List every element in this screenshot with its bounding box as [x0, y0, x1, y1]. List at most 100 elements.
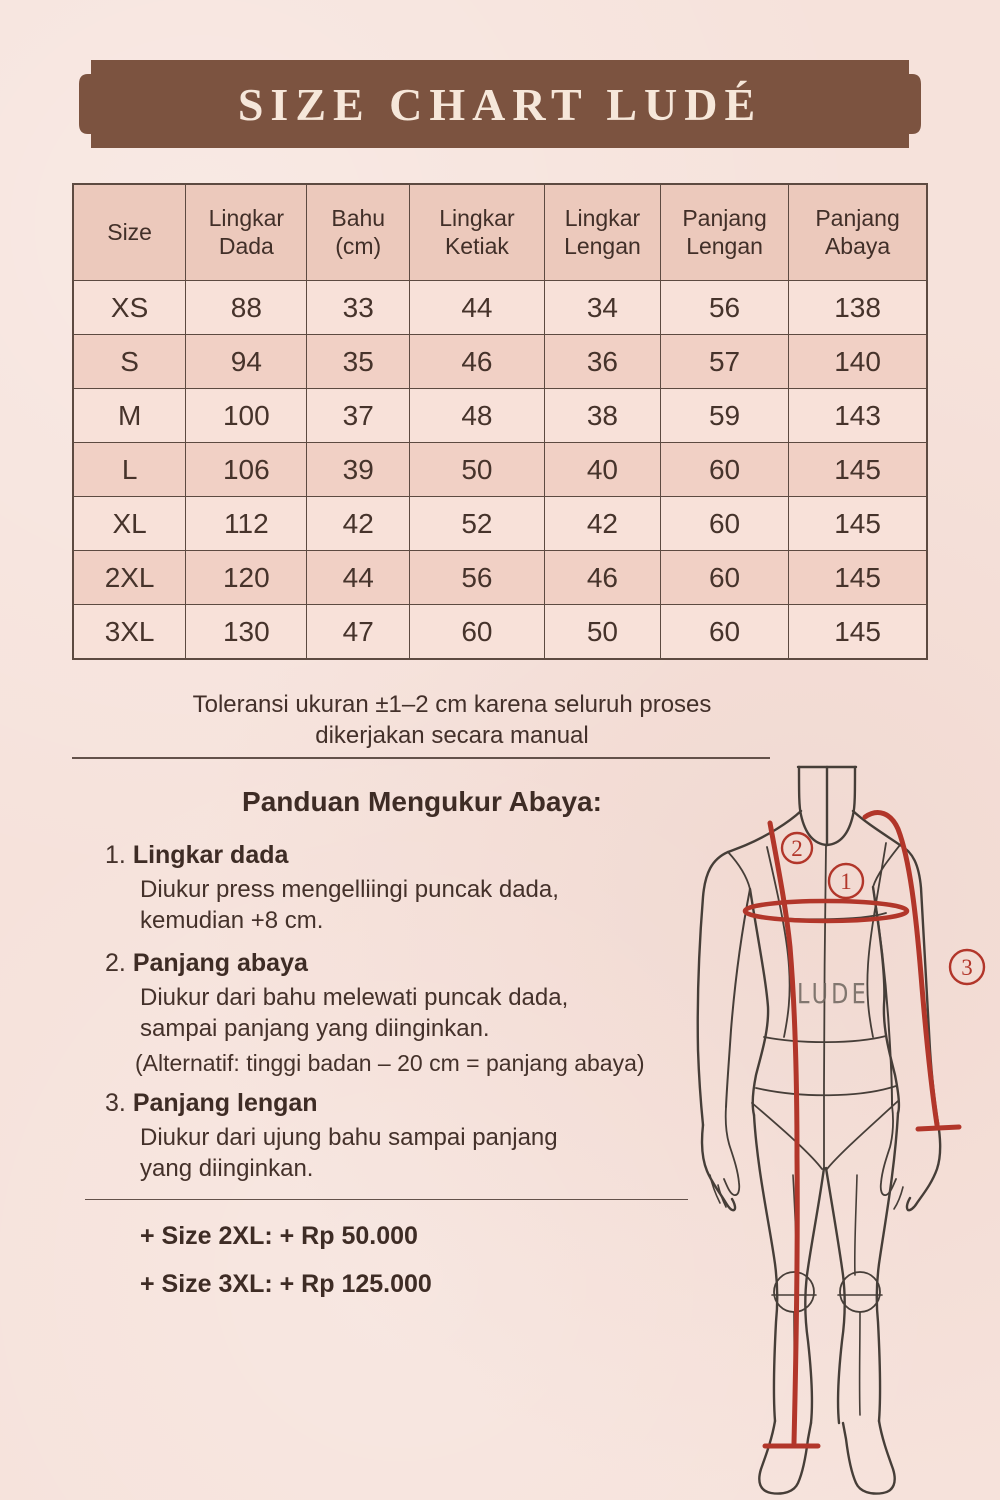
cell: L — [72, 442, 187, 497]
tolerance-line-1: Toleransi ukuran ±1–2 cm karena seluruh … — [192, 691, 712, 718]
table-header-row: Size Lingkar Dada Bahu (cm) Lingkar Keti… — [72, 183, 928, 281]
table-row-xl: XL 112 42 52 42 60 145 — [72, 496, 928, 551]
body-croquis-illustration: LUDE 2 1 3 — [696, 765, 986, 1495]
item-body: Diukur press mengelliingi puncak dada, k… — [140, 874, 685, 936]
surcharge-2xl: + Size 2XL: + Rp 50.000 — [140, 1222, 418, 1250]
col-header-panjang-lengan: Panjang Lengan — [660, 183, 790, 281]
cell: 100 — [185, 388, 308, 443]
cell: 50 — [408, 442, 545, 497]
cell: 56 — [660, 280, 790, 335]
page-title: SIZE CHART LUDÉ — [237, 78, 763, 130]
label-circle-3 — [948, 948, 986, 986]
cell: 42 — [543, 496, 662, 551]
measurement-lines — [742, 810, 986, 1449]
col-header-size: Size — [72, 183, 187, 281]
cell: 140 — [788, 334, 928, 389]
tolerance-line-2: dikerjakan secara manual — [315, 722, 589, 749]
cell: 44 — [408, 280, 545, 335]
cell: 39 — [306, 442, 410, 497]
item-title: Panjang abaya — [132, 949, 308, 977]
item-note: (Alternatif: tinggi badan – 20 cm = panj… — [135, 1050, 645, 1076]
chest-circumference-line — [742, 898, 910, 924]
divider-bottom — [85, 1199, 688, 1200]
guide-item-head: 1. Lingkar dada — [105, 841, 685, 870]
body-line: Diukur dari ujung bahu sampai panjang — [140, 1124, 558, 1151]
cell: 60 — [660, 604, 790, 660]
cell: 145 — [788, 550, 928, 605]
item-body: Diukur dari bahu melewati puncak dada, s… — [140, 982, 685, 1044]
item-number: 1. — [105, 841, 126, 869]
guide-item-panjang-lengan: 3. Panjang lengan Diukur dari ujung bahu… — [105, 1089, 685, 1184]
table-row-m: M 100 37 48 38 59 143 — [72, 388, 928, 443]
banner-plaque-shape — [79, 60, 921, 148]
cell: 44 — [306, 550, 410, 605]
table-row-2xl: 2XL 120 44 56 46 60 145 — [72, 550, 928, 605]
body-line: Diukur dari bahu melewati puncak dada, — [140, 984, 569, 1011]
guide-item-lingkar-dada: 1. Lingkar dada Diukur press mengelliing… — [105, 841, 685, 936]
item-number: 3. — [105, 1089, 126, 1117]
surcharge-3xl: + Size 3XL: + Rp 125.000 — [140, 1270, 432, 1298]
col-header-panjang-abaya: Panjang Abaya — [788, 183, 928, 281]
cell: 145 — [788, 604, 928, 660]
title-banner — [78, 58, 922, 150]
cell: 52 — [408, 496, 545, 551]
cell: 59 — [660, 388, 790, 443]
cell: 106 — [185, 442, 308, 497]
label-2: 2 — [791, 836, 803, 861]
cell: 34 — [543, 280, 662, 335]
col-header-lingkar-lengan: Lingkar Lengan — [543, 183, 662, 281]
cell: 3XL — [72, 604, 187, 660]
cell: 94 — [185, 334, 308, 389]
col-header-lingkar-dada: Lingkar Dada — [185, 183, 308, 281]
body-line: sampai panjang yang diinginkan. — [140, 1015, 490, 1042]
item-title: Panjang lengan — [132, 1089, 318, 1117]
cell: 46 — [543, 550, 662, 605]
measurement-figure: LUDE 2 1 3 — [660, 755, 1000, 1500]
cell: 88 — [185, 280, 308, 335]
guide-item-head: 2. Panjang abaya — [105, 949, 685, 978]
cell: 145 — [788, 442, 928, 497]
figure-watermark: LUDE — [797, 977, 869, 1010]
measurement-labels: 2 1 3 — [791, 836, 973, 980]
size-surcharge-note: + Size 2XL: + Rp 50.000 + Size 3XL: + Rp… — [140, 1212, 432, 1308]
cell: 145 — [788, 496, 928, 551]
col-header-lingkar-ketiak: Lingkar Ketiak — [408, 183, 545, 281]
guide-heading: Panduan Mengukur Abaya: — [242, 786, 602, 817]
body-line: yang diinginkan. — [140, 1155, 314, 1182]
cell: 42 — [306, 496, 410, 551]
item-title: Lingkar dada — [132, 841, 289, 869]
abaya-length-line — [767, 820, 800, 1446]
cell: 38 — [543, 388, 662, 443]
label-circle-1 — [827, 862, 865, 900]
cell: 37 — [306, 388, 410, 443]
body-line: Diukur press mengelliingi puncak dada, — [140, 876, 559, 903]
cell: 143 — [788, 388, 928, 443]
sleeve-length-line — [862, 810, 940, 1128]
cell: 60 — [660, 442, 790, 497]
cell: 46 — [408, 334, 545, 389]
cell: 40 — [543, 442, 662, 497]
cell: 120 — [185, 550, 308, 605]
cell: 60 — [408, 604, 545, 660]
cell: XS — [72, 280, 187, 335]
size-table: Size Lingkar Dada Bahu (cm) Lingkar Keti… — [72, 183, 928, 660]
cell: 2XL — [72, 550, 187, 605]
cell: XL — [72, 496, 187, 551]
cell: 56 — [408, 550, 545, 605]
cell: 47 — [306, 604, 410, 660]
cell: S — [72, 334, 187, 389]
body-outline — [696, 765, 942, 1495]
cell: 130 — [185, 604, 308, 660]
cell: M — [72, 388, 187, 443]
cell: 33 — [306, 280, 410, 335]
item-body: Diukur dari ujung bahu sampai panjang ya… — [140, 1122, 685, 1184]
tolerance-note: Toleransi ukuran ±1–2 cm karena seluruh … — [72, 689, 832, 751]
table-row-3xl: 3XL 130 47 60 50 60 145 — [72, 604, 928, 660]
guide-item-head: 3. Panjang lengan — [105, 1089, 685, 1118]
label-3: 3 — [961, 955, 973, 980]
table-row-xs: XS 88 33 44 34 56 138 — [72, 280, 928, 335]
item-number: 2. — [105, 949, 126, 977]
body-line: kemudian +8 cm. — [140, 907, 324, 934]
col-header-bahu: Bahu (cm) — [306, 183, 410, 281]
